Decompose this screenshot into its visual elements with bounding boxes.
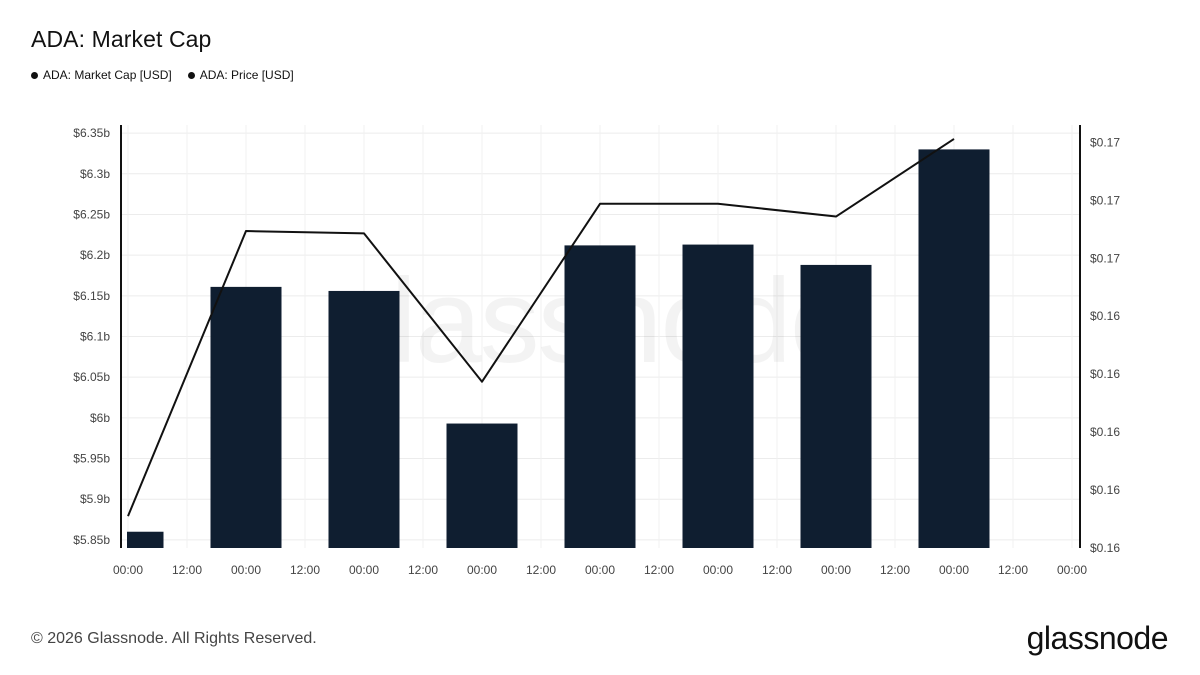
left-tick-label: $6.15b bbox=[73, 289, 110, 303]
x-tick-label: 12:00 bbox=[526, 563, 556, 577]
left-tick-label: $5.95b bbox=[73, 452, 110, 466]
x-tick-label: 12:00 bbox=[290, 563, 320, 577]
bars bbox=[127, 149, 990, 548]
legend-label-price: ADA: Price [USD] bbox=[199, 68, 294, 82]
legend-label-market-cap: ADA: Market Cap [USD] bbox=[43, 68, 172, 82]
market-cap-bar bbox=[800, 264, 872, 548]
x-tick-label: 00:00 bbox=[821, 563, 851, 577]
right-tick-label: $0.16 bbox=[1090, 367, 1120, 381]
market-cap-bar bbox=[328, 290, 400, 548]
left-tick-label: $6.25b bbox=[73, 207, 110, 221]
right-tick-label: $0.16 bbox=[1090, 483, 1120, 497]
market-cap-bar bbox=[127, 531, 164, 548]
legend-item-price[interactable]: ADA: Price [USD] bbox=[187, 68, 294, 82]
left-tick-label: $6.35b bbox=[73, 126, 110, 140]
x-tick-label: 12:00 bbox=[644, 563, 674, 577]
market-cap-bar bbox=[564, 245, 636, 548]
left-tick-label: $6.05b bbox=[73, 370, 110, 384]
x-tick-label: 00:00 bbox=[467, 563, 497, 577]
right-tick-label: $0.16 bbox=[1090, 309, 1120, 323]
x-tick-label: 00:00 bbox=[585, 563, 615, 577]
chart-title: ADA: Market Cap bbox=[31, 26, 212, 52]
left-tick-label: $5.9b bbox=[80, 492, 110, 506]
left-tick-label: $6.3b bbox=[80, 167, 110, 181]
x-tick-label: 00:00 bbox=[939, 563, 969, 577]
right-tick-label: $0.17 bbox=[1090, 135, 1120, 149]
x-tick-label: 12:00 bbox=[172, 563, 202, 577]
right-tick-label: $0.17 bbox=[1090, 193, 1120, 207]
legend-item-market-cap[interactable]: ADA: Market Cap [USD] bbox=[31, 68, 172, 82]
market-cap-bar bbox=[682, 244, 754, 548]
axes bbox=[120, 125, 1081, 548]
legend-dot-market-cap bbox=[31, 71, 38, 79]
x-tick-label: 12:00 bbox=[880, 563, 910, 577]
price-line bbox=[127, 138, 955, 517]
price-line-path bbox=[127, 138, 955, 517]
x-tick-label: 00:00 bbox=[113, 563, 143, 577]
x-tick-label: 00:00 bbox=[703, 563, 733, 577]
legend-dot-price bbox=[187, 71, 195, 79]
x-tick-label: 00:00 bbox=[349, 563, 379, 577]
copyright-text: © 2026 Glassnode. All Rights Reserved. bbox=[31, 630, 317, 647]
glassnode-logo: glassnode bbox=[1026, 620, 1169, 656]
x-axis-ticks: 00:00 12:00 00:00 12:00 00:00 12:00 00:00 12:00… bbox=[113, 563, 1087, 577]
market-cap-bar bbox=[446, 423, 518, 548]
x-tick-label: 12:00 bbox=[762, 563, 792, 577]
market-cap-bar bbox=[210, 286, 282, 548]
left-tick-label: $6.1b bbox=[80, 330, 110, 344]
right-tick-label: $0.16 bbox=[1090, 425, 1120, 439]
x-tick-label: 12:00 bbox=[408, 563, 438, 577]
market-cap-bar bbox=[918, 149, 990, 548]
left-tick-label: $5.85b bbox=[73, 533, 110, 547]
left-tick-label: $6.2b bbox=[80, 248, 110, 262]
left-tick-label: $6b bbox=[90, 411, 110, 425]
right-tick-label: $0.17 bbox=[1090, 251, 1120, 265]
left-axis-ticks: $5.85b $5.9b $5.95b $6b $6.05b $6.1b $6.15b $6.… bbox=[73, 126, 110, 547]
legend: ADA: Market Cap [USD] ADA: Price [USD] bbox=[31, 68, 294, 82]
x-tick-label: 00:00 bbox=[231, 563, 261, 577]
x-tick-label: 00:00 bbox=[1057, 563, 1087, 577]
right-axis-ticks: $0.16 $0.16 $0.16 $0.16 $0.16 $0.17 $0.17 $0.17 bbox=[1090, 135, 1120, 555]
x-tick-label: 12:00 bbox=[998, 563, 1028, 577]
right-tick-label: $0.16 bbox=[1090, 541, 1120, 555]
